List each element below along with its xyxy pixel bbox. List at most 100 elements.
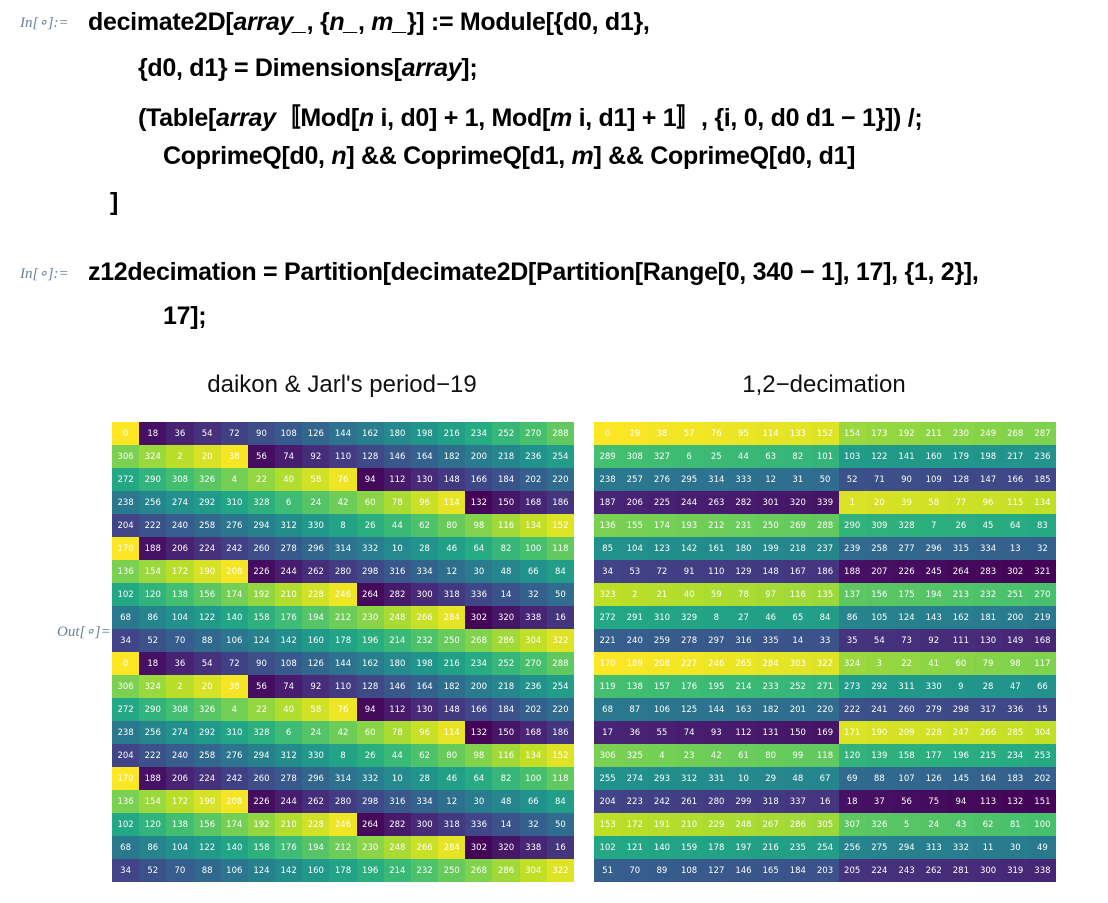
- matrix-cell: 93: [702, 721, 730, 744]
- matrix-cell: 138: [166, 583, 194, 606]
- matrix-cell: 180: [383, 422, 411, 445]
- matrix-cell: 34: [112, 629, 140, 652]
- code-line: 17];: [163, 302, 207, 331]
- matrix-cell: 92: [302, 445, 330, 468]
- matrix-cell: 225: [648, 491, 676, 514]
- matrix-cell: 312: [275, 744, 303, 767]
- code-token: i, d0] + 1, Mod[: [373, 104, 551, 132]
- matrix-cell: 302: [1001, 560, 1029, 583]
- matrix-cell: 319: [1001, 859, 1029, 882]
- matrix-cell: 222: [139, 744, 167, 767]
- matrix-cell: 115: [1001, 491, 1029, 514]
- matrix-cell: 188: [139, 537, 167, 560]
- matrix-cell: 266: [974, 721, 1002, 744]
- matrix-cell: 108: [675, 859, 703, 882]
- matrix-cell: 134: [519, 514, 547, 537]
- matrix-cell: 322: [811, 652, 839, 675]
- matrix-cell: 314: [329, 537, 357, 560]
- matrix-cell: 34: [112, 859, 140, 882]
- matrix-cell: 202: [519, 698, 547, 721]
- matrix-cell: 40: [675, 583, 703, 606]
- matrix-cell: 298: [356, 560, 384, 583]
- matrix-cell: 165: [757, 859, 785, 882]
- matrix-cell: 69: [838, 767, 866, 790]
- matrix-cell: 172: [166, 560, 194, 583]
- matrix-cell: 58: [302, 468, 330, 491]
- matrix-cell: 204: [112, 744, 140, 767]
- matrix-cell: 79: [974, 652, 1002, 675]
- matrix-cell: 249: [974, 422, 1002, 445]
- matrix-cell: 2: [621, 583, 649, 606]
- matrix-cell: 173: [865, 422, 893, 445]
- matrix-cell: 16: [546, 836, 574, 859]
- matrix-cell: 186: [546, 491, 574, 514]
- matrix-cell: 226: [247, 560, 276, 583]
- matrix-cell: 60: [947, 652, 975, 675]
- matrix-cell: 188: [139, 767, 167, 790]
- code-token: (Table[: [138, 104, 216, 132]
- matrix-cell: 261: [675, 790, 703, 813]
- matrix-cell: 243: [892, 859, 921, 882]
- matrix-cell: 148: [438, 698, 466, 721]
- code-line: CoprimeQ[d0, n] && CoprimeQ[d1, m] && Co…: [163, 142, 856, 171]
- matrix-cell: 3: [865, 652, 893, 675]
- matrix-cell: 156: [193, 583, 221, 606]
- matrix-cell: 116: [784, 583, 812, 606]
- matrix-cell: 211: [920, 422, 948, 445]
- matrix-cell: 224: [865, 859, 893, 882]
- matrix-cell: 118: [811, 744, 839, 767]
- code-token: CoprimeQ[d0,: [163, 142, 332, 170]
- matrix-cell: 132: [465, 721, 493, 744]
- matrix-cell: 198: [974, 445, 1002, 468]
- matrix-cell: 326: [193, 698, 221, 721]
- matrix-cell: 86: [838, 606, 866, 629]
- matrix-cell: 28: [974, 675, 1002, 698]
- matrix-cell: 298: [947, 698, 975, 721]
- matrix-cell: 68: [594, 698, 622, 721]
- matrix-cell: 314: [702, 468, 730, 491]
- matrix-cell: 185: [1028, 468, 1056, 491]
- matrix-cell: 22: [892, 652, 921, 675]
- matrix-cell: 78: [383, 721, 411, 744]
- matrix-cell: 158: [247, 836, 276, 859]
- matrix-cell: 12: [438, 560, 466, 583]
- matrix-cell: 130: [410, 698, 439, 721]
- matrix-cell: 102: [594, 836, 622, 859]
- matrix-cell: 44: [383, 744, 411, 767]
- matrix-cell: 254: [546, 675, 574, 698]
- matrix-cell: 25: [702, 445, 730, 468]
- matrix-cell: 18: [838, 790, 866, 813]
- matrix-cell: 279: [920, 698, 948, 721]
- matrix-cell: 188: [838, 560, 866, 583]
- matrix-cell: 234: [465, 652, 493, 675]
- matrix-cell: 152: [811, 422, 839, 445]
- matrix-cell: 45: [974, 514, 1002, 537]
- matrix-cell: 239: [838, 537, 866, 560]
- matrix-cell: 151: [1028, 790, 1056, 813]
- matrix-cell: 97: [757, 583, 785, 606]
- matrix-cell: 234: [465, 422, 493, 445]
- plot-title-right: 1,2−decimation: [742, 371, 906, 398]
- matrix-cell: 38: [220, 675, 248, 698]
- matrix-cell: 220: [811, 698, 839, 721]
- matrix-cell: 62: [410, 514, 439, 537]
- matrix-cell: 332: [947, 836, 975, 859]
- matrix-cell: 128: [356, 675, 384, 698]
- matrix-cell: 164: [410, 445, 439, 468]
- matrix-cell: 70: [166, 629, 194, 652]
- matrix-cell: 235: [784, 836, 812, 859]
- matrix-cell: 40: [275, 468, 303, 491]
- matrix-cell: 206: [621, 491, 649, 514]
- matrix-cell: 201: [784, 698, 812, 721]
- matrix-cell: 126: [302, 652, 330, 675]
- matrix-cell: 284: [757, 652, 785, 675]
- plot-title-left: daikon & Jarl's period−19: [207, 371, 477, 398]
- code-token: array_: [233, 8, 307, 36]
- matrix-cell: 106: [648, 698, 676, 721]
- matrix-cell: 4: [220, 468, 248, 491]
- matrix-cell: 272: [112, 698, 140, 721]
- matrix-cell: 178: [329, 859, 357, 882]
- matrix-cell: 214: [383, 859, 411, 882]
- matrix-cell: 224: [193, 537, 221, 560]
- matrix-cell: 320: [784, 491, 812, 514]
